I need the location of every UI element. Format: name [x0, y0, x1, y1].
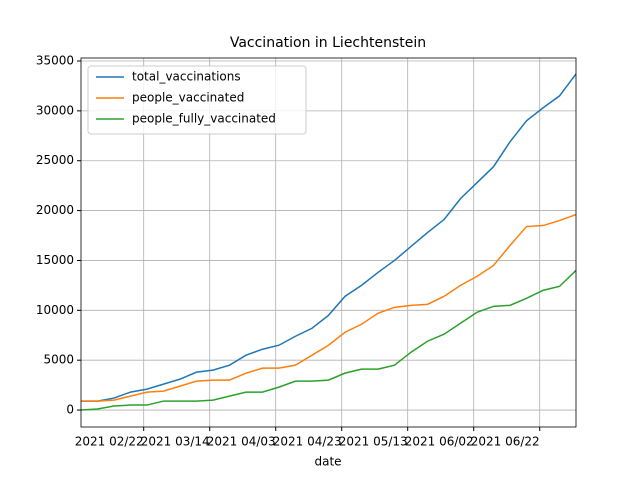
- x-tick-label: 2021 05/13: [339, 435, 408, 449]
- legend-label: people_fully_vaccinated: [132, 112, 276, 126]
- plot-frame: [80, 57, 577, 428]
- x-tick-label: 2021 04/03: [207, 435, 276, 449]
- y-tick-label: 0: [66, 403, 74, 417]
- chart-title: Vaccination in Liechtenstein: [230, 35, 426, 51]
- y-tick-label: 35000: [36, 53, 74, 67]
- legend-box: [87, 65, 307, 135]
- data-line: [81, 213, 577, 402]
- x-tick-label: 2021 06/22: [471, 435, 540, 449]
- data-line: [80, 269, 577, 411]
- x-tick-label: 2021 02/22: [75, 435, 144, 449]
- y-tick-label: 10000: [36, 303, 74, 317]
- x-tick-label: 2021 06/02: [405, 435, 474, 449]
- y-tick-label: 15000: [36, 253, 74, 267]
- y-tick-label: 5000: [43, 353, 74, 367]
- x-tick-label: 2021 04/23: [273, 435, 342, 449]
- y-tick-label: 30000: [36, 103, 74, 117]
- legend-label: people_vaccinated: [132, 91, 244, 105]
- y-tick-label: 20000: [36, 203, 74, 217]
- x-tick-label: 2021 03/14: [141, 435, 210, 449]
- y-tick-label: 25000: [36, 153, 74, 167]
- data-line: [81, 73, 577, 402]
- x-axis-label: date: [314, 455, 341, 469]
- legend-label: total_vaccinations: [132, 70, 241, 84]
